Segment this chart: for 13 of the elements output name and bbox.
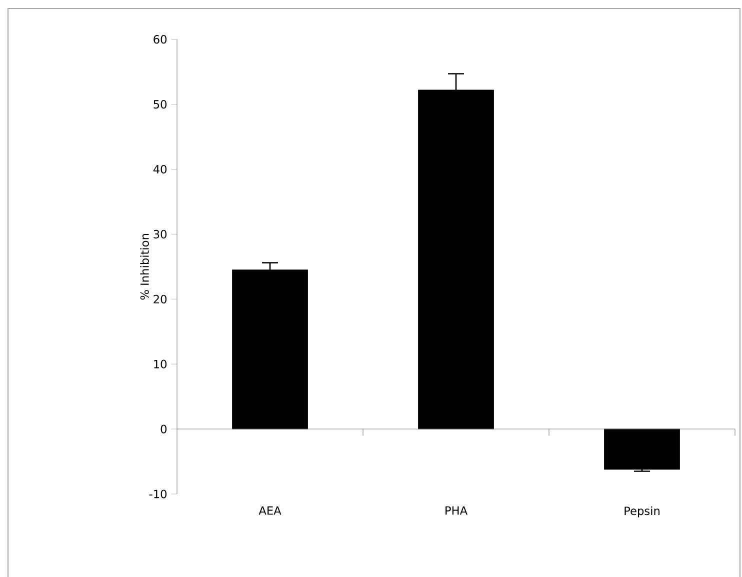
y-axis-title: % Inhibition (140, 234, 149, 300)
y-tick-label: 40 (153, 164, 167, 174)
x-tick-label: Pepsin (624, 506, 660, 518)
y-tick-label: -10 (149, 490, 167, 498)
x-tick-label: PHA (446, 506, 468, 515)
y-tick-label: 20 (154, 294, 167, 304)
y-tick-label: 0 (160, 424, 167, 434)
y-tick-label: 30 (154, 230, 167, 238)
y-tick-label: 60 (154, 35, 167, 44)
x-tick-label: AEA (258, 506, 282, 515)
bar (604, 428, 680, 470)
y-tick-label: 50 (154, 100, 167, 109)
y-tick-label: 10 (154, 360, 167, 368)
